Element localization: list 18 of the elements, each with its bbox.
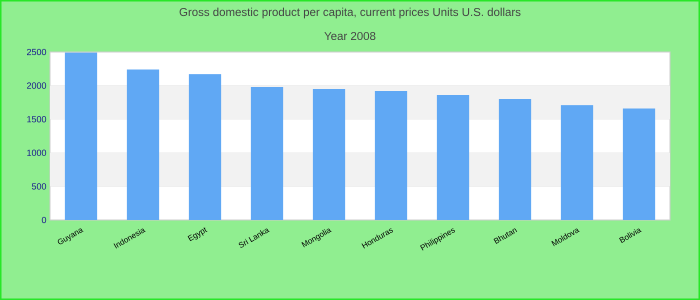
y-tick-label: 500 [32, 183, 46, 190]
bar [498, 99, 532, 220]
bar [560, 105, 594, 220]
bar [436, 95, 470, 220]
y-tick-label: 1000 [27, 150, 46, 156]
bar [126, 69, 160, 220]
bar [64, 52, 98, 220]
bar [250, 86, 284, 220]
y-tick-label: 2500 [26, 48, 46, 56]
chart-title: Gross domestic product per capita, current prices Units U.S. dollars [180, 8, 521, 18]
bar [622, 108, 656, 220]
bar [188, 74, 222, 220]
y-tick-label: 2000 [26, 82, 46, 89]
y-tick-label: 1500 [27, 116, 46, 122]
chart-subtitle: Year 2008 [324, 32, 376, 40]
bar [374, 90, 408, 220]
y-tick-label: 0 [42, 216, 46, 224]
bar [312, 88, 346, 220]
